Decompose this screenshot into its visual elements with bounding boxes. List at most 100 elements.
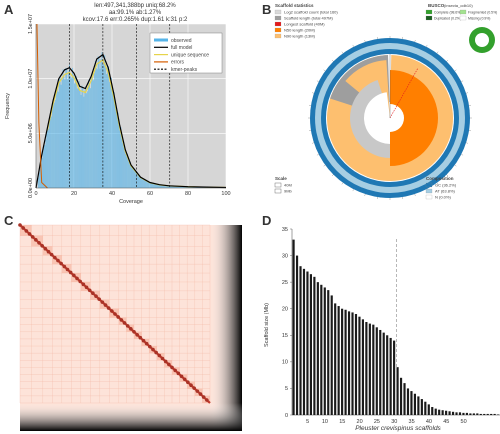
observed-bar: [188, 186, 189, 188]
header-line-2: aa:99.1% ab:1.27%: [109, 10, 162, 16]
observed-bar: [47, 130, 49, 188]
hic-diagonal-spot: [34, 238, 38, 242]
legend-label: full model: [171, 45, 192, 51]
y-tick-label-d: 25: [282, 280, 288, 286]
observed-bar: [127, 153, 128, 188]
scaffold-bar: [341, 308, 344, 415]
scaffold-bar: [479, 413, 482, 415]
ring-tick: [331, 174, 334, 177]
hic-diagonal-spot: [157, 353, 162, 358]
busco-label: Complete (98.6%): [434, 11, 461, 15]
observed-bar: [74, 83, 75, 188]
stat-swatch: [274, 15, 282, 21]
observed-bar: [103, 64, 105, 188]
hic-diagonal-spot: [148, 344, 152, 349]
hic-diagonal-spot: [27, 232, 32, 236]
scaffold-bar: [406, 388, 410, 415]
observed-bar: [166, 185, 167, 188]
scaffold-bar: [493, 413, 496, 415]
ring-tick: [426, 44, 428, 47]
hic-diagonal-spot: [141, 338, 146, 343]
hic-edge-right: [210, 225, 242, 431]
observed-bar: [57, 91, 59, 188]
scaffold-bar: [295, 255, 299, 415]
hic-diagonal-spot: [119, 318, 124, 322]
observed-bar: [56, 88, 58, 188]
observed-bar: [63, 76, 65, 188]
y-tick-label-d: 20: [282, 307, 288, 313]
observed-bar: [83, 96, 85, 188]
observed-bar: [106, 74, 108, 188]
observed-bar: [147, 180, 148, 188]
scaffold-bar: [403, 383, 406, 415]
scaffold-bar: [497, 414, 500, 415]
observed-bar: [185, 186, 186, 188]
scaffold-bar: [299, 266, 302, 415]
observed-bar: [84, 90, 86, 188]
hic-diagonal-spot: [65, 267, 70, 272]
hic-diagonal-spot: [144, 341, 149, 346]
observed-bar: [139, 175, 141, 188]
observed-bar: [108, 66, 109, 188]
observed-bar: [162, 184, 164, 188]
x-tick-label: 0: [34, 191, 37, 197]
observed-bar: [141, 178, 143, 188]
observed-bar: [93, 73, 95, 188]
observed-bar: [122, 141, 124, 188]
ring-tick: [414, 39, 416, 42]
observed-bar: [177, 186, 179, 188]
composition-swatch: [425, 194, 433, 200]
observed-bar: [111, 77, 112, 188]
observed-bar: [142, 178, 144, 188]
observed-bar: [79, 91, 81, 188]
observed-bar: [53, 98, 54, 188]
observed-bar: [160, 185, 162, 188]
observed-bar: [188, 186, 190, 188]
ring-tick: [446, 59, 449, 62]
ring-tick: [436, 182, 439, 185]
observed-bar: [94, 61, 96, 188]
scaffold-bar: [389, 337, 392, 415]
legend-label: unique sequence: [171, 52, 209, 58]
panel-label-b: B: [262, 2, 272, 17]
observed-bar: [169, 185, 170, 188]
observed-bar: [60, 84, 62, 188]
hic-diagonal-spot: [167, 362, 171, 367]
scaffold-bar: [344, 309, 347, 415]
busco-donut-hole: [475, 33, 489, 47]
observed-bar: [151, 183, 153, 188]
ring-tick: [461, 80, 464, 82]
x-tick-label-d: 45: [443, 419, 449, 425]
hic-diagonal-spot: [192, 386, 196, 390]
genomescope-chart: len:497,341,388bp uniq:68.2% aa:99.1% ab…: [5, 3, 231, 205]
scaffold-bar: [309, 274, 312, 415]
hic-diagonal-spot: [106, 306, 111, 310]
ring-tick: [364, 194, 366, 197]
x-axis-label: Coverage: [119, 199, 143, 205]
hic-diagonal-spot: [116, 315, 120, 319]
header-line-3: kcov:17.6 err:0.265% dup:1.61 k:31 p:2: [83, 17, 188, 23]
observed-bar: [150, 182, 151, 188]
observed-bar: [120, 127, 122, 188]
observed-bar: [189, 186, 191, 188]
scaffold-bar: [306, 271, 309, 415]
observed-bar: [45, 139, 47, 188]
busco-swatch: [459, 15, 467, 21]
x-axis-label-d: Pleuster crevispinus scaffolds: [355, 425, 441, 432]
scaffold-bar: [327, 290, 330, 415]
scaffold-bar: [486, 413, 489, 415]
hic-diagonal-spot: [37, 241, 41, 245]
observed-bar: [183, 186, 184, 188]
observed-bar: [156, 184, 158, 188]
ring-tick: [454, 164, 457, 167]
ring-tick: [316, 80, 319, 82]
observed-bar: [155, 183, 157, 188]
legend-label: errors: [171, 60, 185, 66]
hic-diagonal-spot: [84, 285, 89, 290]
busco-label: Fragmented (0.5%): [468, 11, 497, 15]
scaffold-bar: [458, 412, 462, 415]
header-line-1: len:497,341,388bp uniq:68.2%: [94, 3, 176, 9]
observed-bar: [182, 186, 184, 188]
hic-diagonal-spot: [173, 368, 177, 373]
scale-box-2: [274, 188, 282, 194]
